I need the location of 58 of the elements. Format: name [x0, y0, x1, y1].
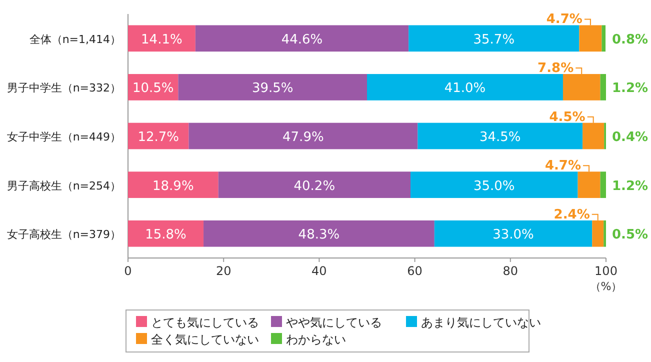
bar: [178, 74, 367, 100]
bar: [600, 172, 606, 198]
bar: [128, 25, 196, 52]
legend-label: とても気にしている: [151, 316, 259, 330]
data-label: 4.5%: [549, 110, 586, 125]
data-label: 4.7%: [546, 12, 582, 28]
data-label: 0.4%: [612, 130, 648, 145]
bar: [128, 172, 218, 198]
data-label: 33.0%: [492, 228, 534, 243]
data-label: 34.5%: [479, 130, 521, 145]
legend-label: 全く気にしていない: [151, 332, 259, 346]
data-label: 44.6%: [281, 32, 323, 48]
bar: [195, 25, 409, 52]
bar: [434, 220, 592, 247]
bar: [418, 122, 583, 150]
y-tick-label: 女子中学生（n=449）: [6, 130, 121, 144]
bar: [128, 220, 204, 247]
x-axis-title: （%）: [590, 280, 622, 293]
data-label: 2.4%: [554, 207, 590, 222]
data-label: 4.7%: [544, 158, 582, 174]
data-label: 10.5%: [132, 81, 174, 96]
bar: [367, 74, 563, 100]
data-label: 14.1%: [141, 32, 182, 48]
data-label: 0.8%: [612, 32, 648, 48]
x-tick-label: 20: [216, 264, 232, 278]
x-tick-label: 80: [502, 264, 518, 278]
x-tick-label: 60: [407, 264, 422, 278]
data-label: 41.0%: [444, 81, 486, 96]
y-tick-label: 男子高校生（n=254）: [6, 179, 121, 192]
bar: [188, 122, 418, 150]
y-tick-label: 男子中学生（n=332）: [6, 82, 121, 95]
bar: [408, 25, 580, 52]
legend-label: わからない: [286, 332, 346, 346]
data-label: 35.0%: [473, 178, 515, 194]
data-label: 15.8%: [145, 228, 186, 243]
data-label: 48.3%: [298, 228, 340, 243]
bar: [600, 74, 606, 100]
y-tick-label: 女子高校生（n=379）: [6, 228, 121, 242]
data-label: 18.9%: [152, 178, 194, 194]
data-label: 1.2%: [612, 178, 648, 194]
data-label: 0.5%: [612, 228, 648, 243]
bar: [218, 172, 410, 198]
x-tick-label: 40: [312, 264, 327, 278]
bar: [410, 172, 578, 198]
x-tick-label: 0: [124, 264, 132, 278]
bar: [204, 220, 434, 247]
bar: [602, 25, 606, 52]
x-tick-label: 100: [594, 264, 618, 278]
data-label: 47.9%: [282, 130, 324, 145]
data-label: 12.7%: [138, 130, 180, 145]
legend-label: あまり気にしていない: [421, 316, 541, 330]
data-label: 40.2%: [294, 178, 336, 194]
data-label: 39.5%: [252, 81, 294, 96]
data-label: 1.2%: [612, 81, 648, 96]
y-tick-label: 全体（n=1,414）: [29, 32, 121, 46]
legend-label: やや気にしている: [286, 316, 382, 330]
data-label: 35.7%: [473, 32, 515, 48]
data-label: 7.8%: [538, 61, 574, 76]
